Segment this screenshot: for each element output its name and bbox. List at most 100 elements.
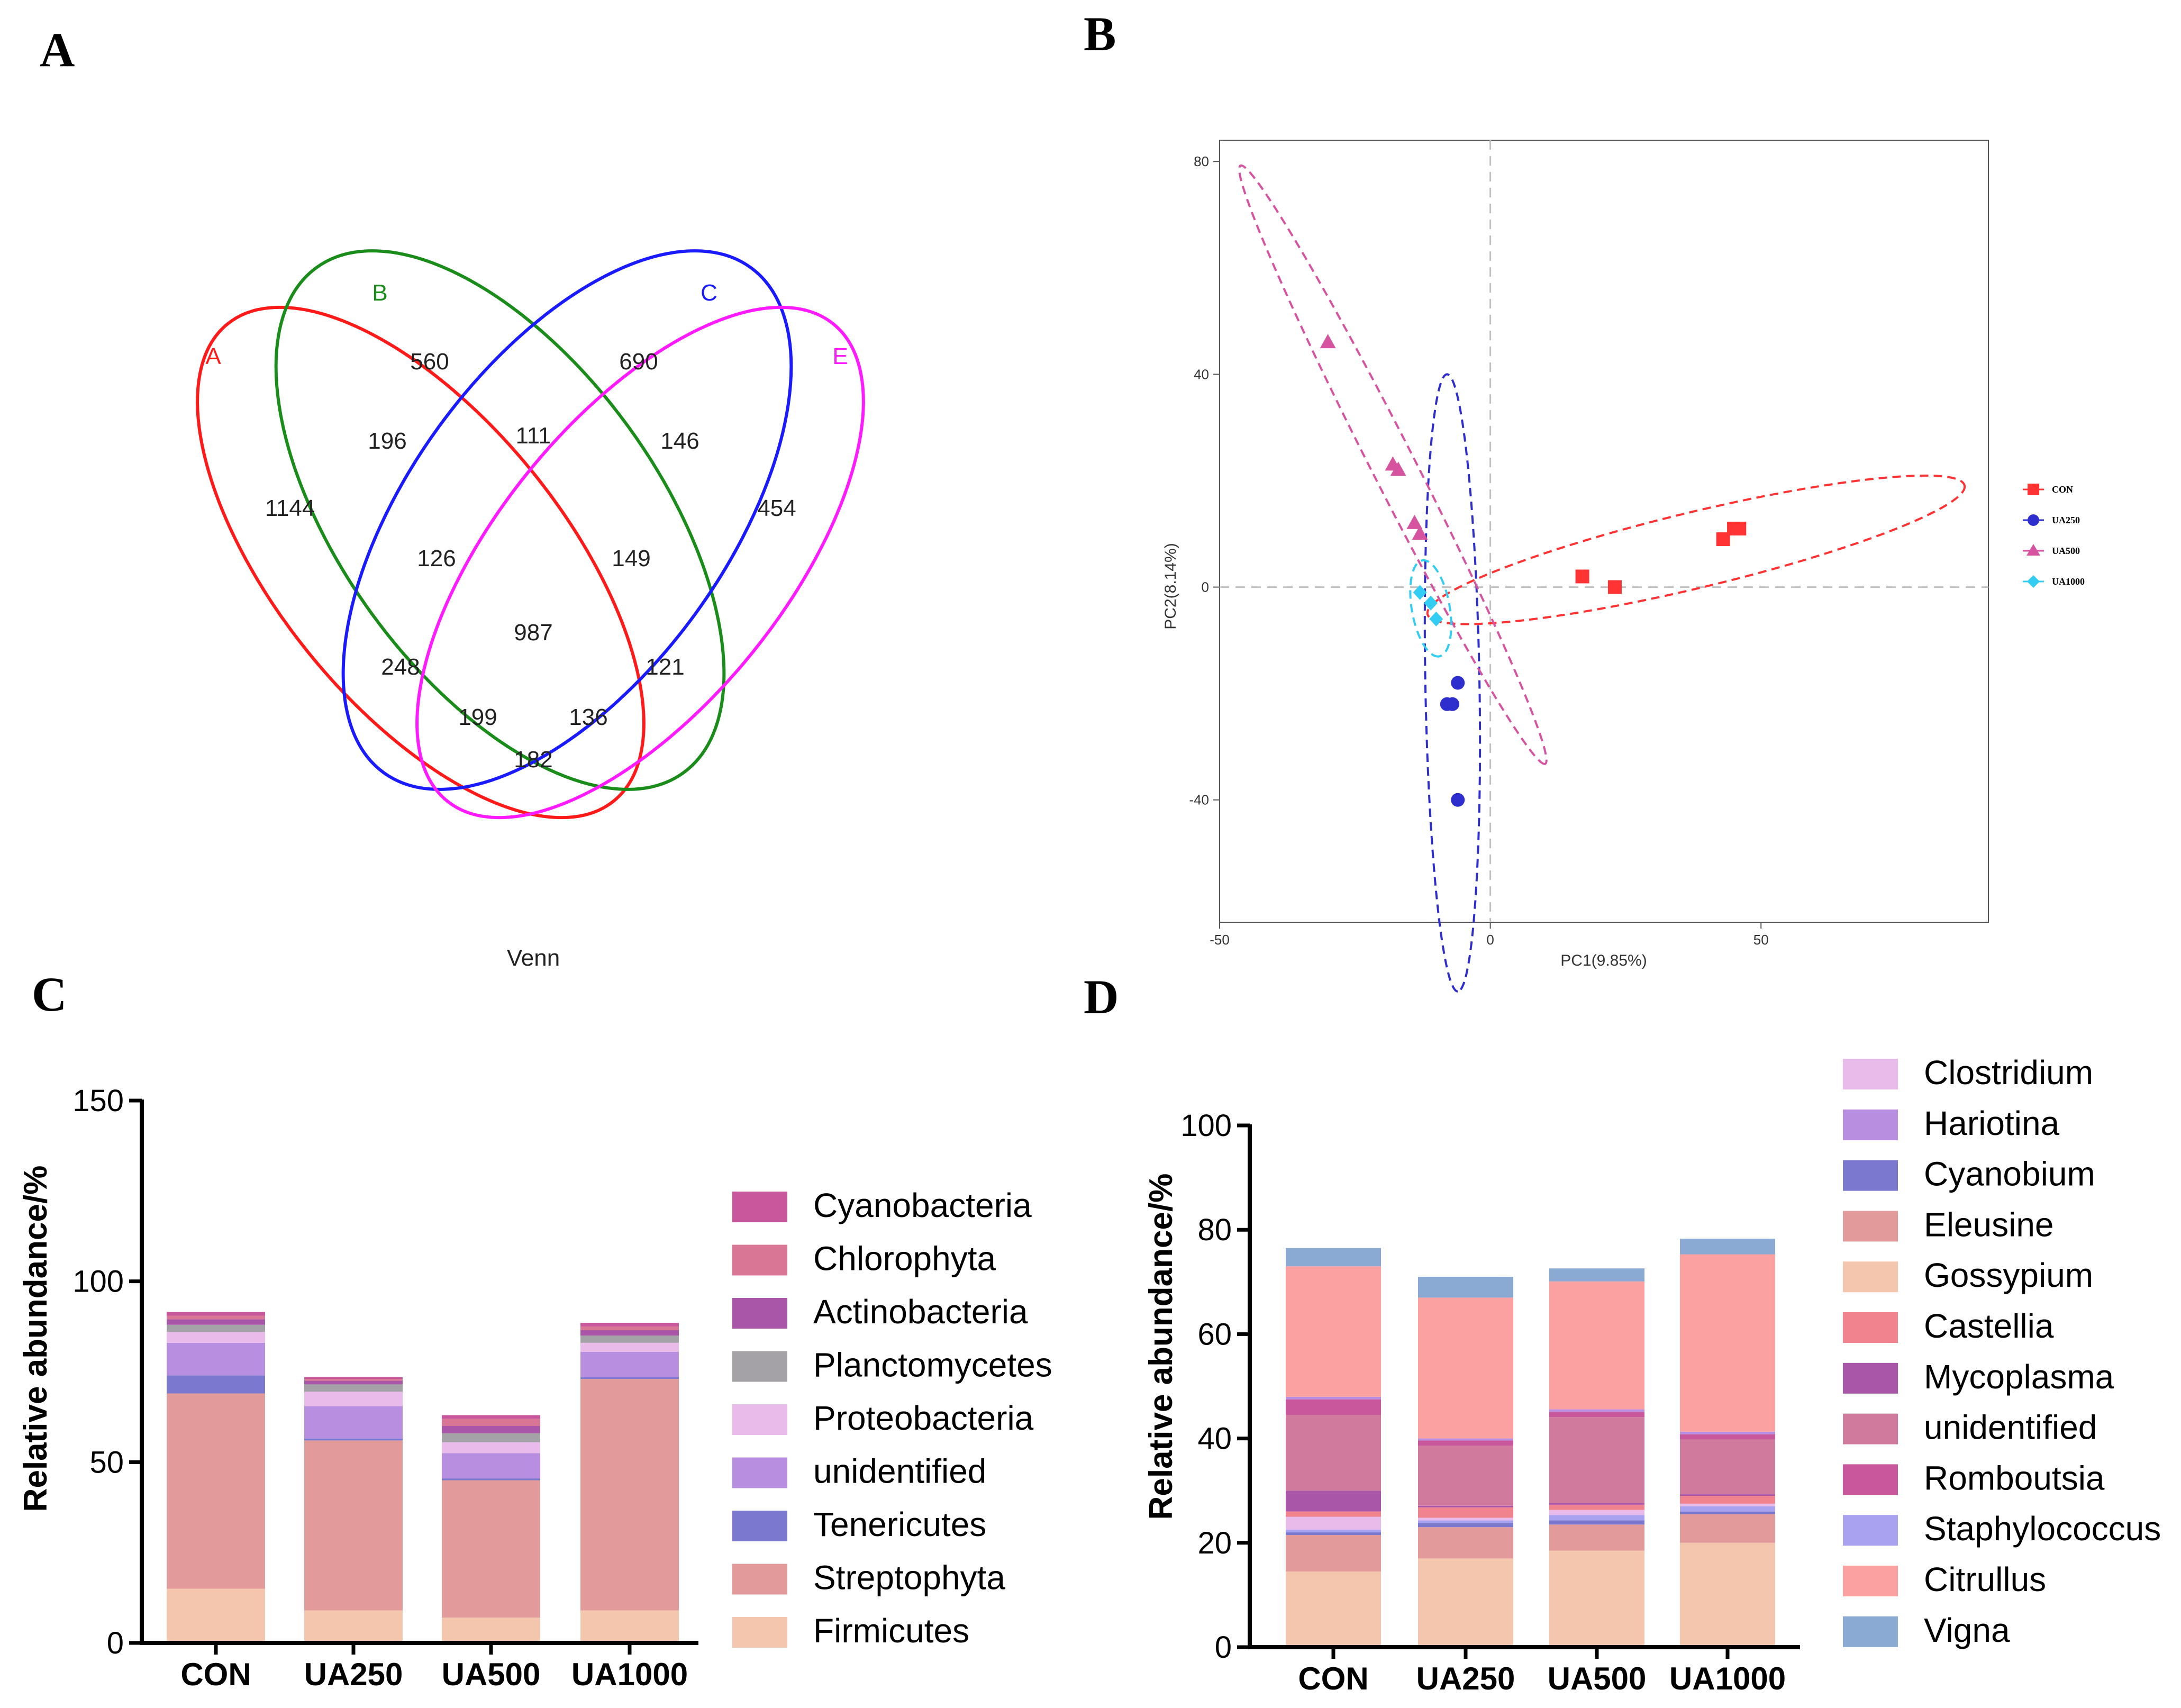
bar-segment: [1680, 1503, 1775, 1506]
pca-point: [1320, 334, 1336, 349]
venn-count: 1144: [265, 495, 315, 521]
legend-swatch: [732, 1192, 787, 1222]
legend-swatch: [1843, 1059, 1898, 1089]
bar-segment: [1549, 1504, 1644, 1510]
bar-segment: [167, 1375, 265, 1394]
bar-segment: [167, 1312, 265, 1316]
bar-segment: [1549, 1520, 1644, 1525]
bar-segment: [1549, 1503, 1644, 1505]
venn-count: 196: [368, 428, 406, 454]
bar-segment: [304, 1380, 403, 1385]
legend-swatch: [1843, 1312, 1898, 1343]
legend-label: Mycoplasma: [1924, 1358, 2114, 1396]
bar-segment: [1549, 1281, 1644, 1410]
phylum-stacked-bar-chart: 0 50 100 150 CON UA250 UA500 UA1000 Relative ab…: [17, 1084, 1052, 1692]
x-tick-label: UA250: [1416, 1661, 1515, 1696]
bar-segment: [442, 1426, 540, 1433]
venn-diagram: A B C E 1144 560 690 454 196 111 146 126…: [196, 249, 865, 971]
bar-segment: [304, 1438, 403, 1441]
bar-segment: [580, 1335, 679, 1343]
bar-segment: [442, 1478, 540, 1480]
venn-set-a: [196, 305, 646, 820]
legend-swatch: [732, 1457, 787, 1488]
bar-segment: [1418, 1438, 1513, 1441]
legend-label: Castellia: [1924, 1307, 2054, 1345]
pca-confidence-ellipse: [1409, 559, 1452, 658]
bar-segment: [1418, 1276, 1513, 1298]
bar-segment: [442, 1419, 540, 1426]
pca-confidence-ellipse: [1238, 164, 1548, 765]
legend-swatch: [1843, 1109, 1898, 1140]
pca-x-tick-label: -50: [1210, 932, 1230, 948]
pca-point: [1732, 521, 1747, 535]
bar-segment: [1286, 1491, 1381, 1512]
legend-label: Clostridium: [1924, 1053, 2093, 1092]
legend-swatch: [1843, 1160, 1898, 1191]
venn-count: 111: [516, 423, 551, 449]
pca-point: [1390, 461, 1406, 476]
bar-segment: [1549, 1550, 1644, 1647]
pca-y-axis-label: PC2(8.14%): [1162, 543, 1179, 629]
bar-segment: [1680, 1431, 1775, 1434]
panel-label-a: A: [40, 23, 75, 77]
pca-legend-label: UA1000: [2052, 576, 2085, 587]
y-tick-label: 100: [72, 1265, 124, 1299]
legend-label: Hariotina: [1924, 1104, 2060, 1142]
venn-set-label-c: C: [701, 280, 717, 306]
bar-segment: [1418, 1505, 1513, 1507]
bar-segment: [1549, 1409, 1644, 1412]
bar-segment: [580, 1377, 679, 1379]
pca-legend: CON UA250 UA500 UA1000: [2023, 484, 2085, 588]
legend-swatch: [732, 1298, 787, 1329]
legend-swatch: [1843, 1566, 1898, 1596]
legend-swatch: [1843, 1413, 1898, 1444]
bar-segment: [1286, 1396, 1381, 1400]
bar-segment: [1549, 1268, 1644, 1282]
y-tick-label: 100: [1180, 1109, 1232, 1143]
x-tick-label: UA500: [442, 1657, 541, 1692]
bar-segment: [442, 1442, 540, 1453]
bar-segment: [167, 1319, 265, 1325]
pca-point: [1607, 580, 1622, 594]
y-tick-label: 0: [107, 1626, 124, 1660]
d-y-axis-label: Relative abundance/%: [1143, 1174, 1179, 1520]
venn-count: 199: [458, 704, 497, 730]
bar-segment: [580, 1610, 679, 1643]
bar-segment: [1418, 1523, 1513, 1528]
legend-label: Cyanobium: [1924, 1155, 2095, 1193]
bar-segment: [1549, 1510, 1644, 1515]
legend-swatch: [732, 1244, 787, 1276]
venn-count: 121: [646, 654, 684, 680]
bar-segment: [167, 1393, 265, 1589]
y-tick-label: 150: [72, 1084, 124, 1118]
bar-segment: [167, 1332, 265, 1343]
pca-point: [1575, 569, 1589, 584]
venn-set-b: [274, 249, 726, 791]
legend-swatch: [732, 1617, 787, 1648]
bar-segment: [1680, 1511, 1775, 1514]
pca-y-tick-label: 40: [1194, 366, 1209, 382]
pca-point: [1406, 514, 1423, 529]
bar-segment: [580, 1323, 679, 1327]
legend-label: Tenericutes: [813, 1505, 986, 1543]
legend-label: Gossypium: [1924, 1256, 2093, 1294]
bar-segment: [1418, 1527, 1513, 1559]
x-tick-label: CON: [180, 1657, 251, 1692]
pca-point: [1429, 611, 1443, 626]
pca-legend-label: UA500: [2052, 546, 2080, 556]
bar-segment: [1418, 1440, 1513, 1446]
bar-segment: [442, 1453, 540, 1479]
bar-segment: [1680, 1496, 1775, 1504]
bar-segment: [580, 1330, 679, 1336]
bar-segment: [1286, 1530, 1381, 1533]
pca-point: [1413, 585, 1427, 600]
bar-segment: [1286, 1511, 1381, 1517]
legend-label: Cyanobacteria: [813, 1186, 1032, 1224]
panel-label-d: D: [1084, 970, 1119, 1024]
pca-y-tick-label: -40: [1189, 792, 1209, 808]
bar-segment: [580, 1351, 679, 1377]
bar-segment: [1680, 1439, 1775, 1495]
genus-stacked-bar-chart: 0 20 40 60 80 100 CON UA250 UA500 UA1000 Relative…: [1143, 1053, 2161, 1696]
venn-count: 560: [410, 349, 449, 375]
pca-point: [1451, 676, 1465, 690]
